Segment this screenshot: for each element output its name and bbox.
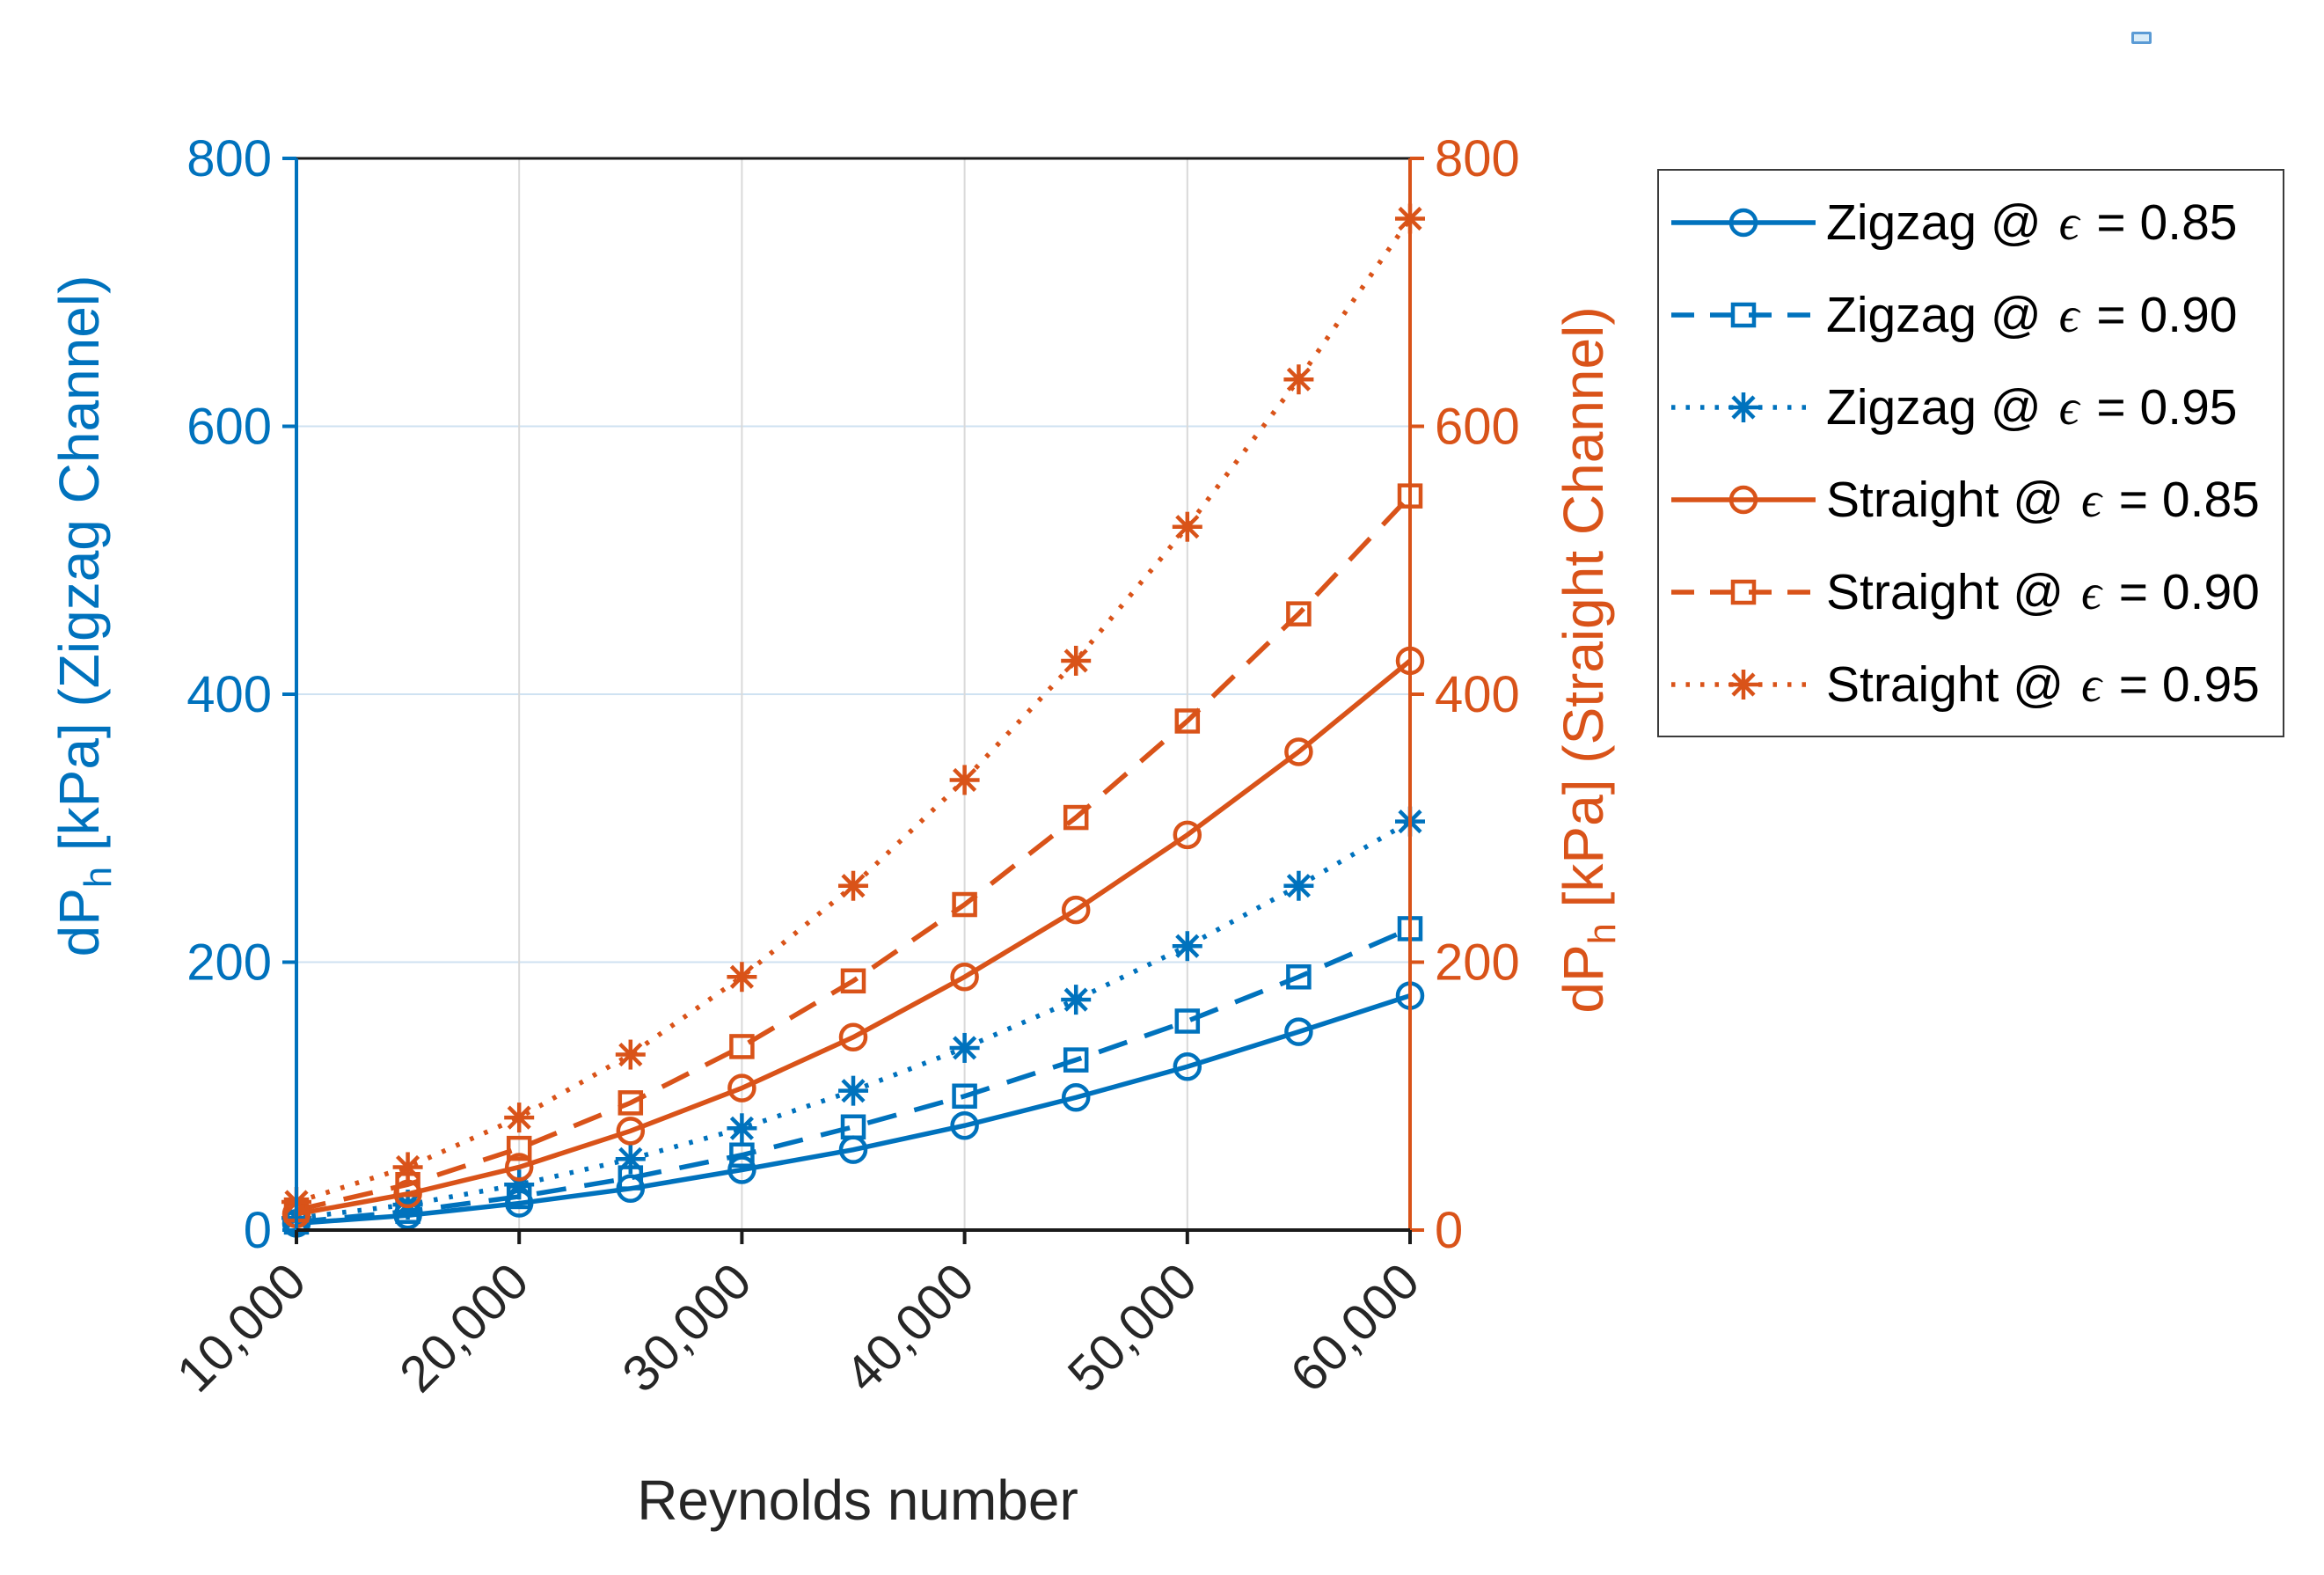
right-y-tick-label: 800 [1435, 130, 1520, 187]
asterisk-marker [729, 1116, 754, 1140]
circle-marker [616, 1117, 646, 1146]
series-line [296, 658, 1412, 1217]
left-y-tick-label: 400 [186, 666, 272, 723]
circle-marker [1728, 208, 1758, 237]
asterisk-marker [1731, 394, 1756, 420]
square-marker [729, 1034, 755, 1059]
right-y-tick-label: 400 [1435, 666, 1520, 723]
circle-marker [950, 1110, 979, 1140]
square-marker [1286, 963, 1312, 990]
circle-marker [1173, 820, 1202, 850]
square-marker [1174, 708, 1201, 734]
square-marker [952, 891, 977, 918]
asterisk-marker [1175, 934, 1200, 958]
right-y-tick-label: 200 [1435, 934, 1520, 992]
series-line [296, 494, 1412, 1212]
square-marker [1730, 302, 1757, 327]
legend-sample-line [1671, 669, 1816, 700]
series-straight-0.90 [283, 483, 1423, 1223]
asterisk-marker [1286, 367, 1311, 392]
circle-marker [1284, 737, 1313, 766]
asterisk-marker [507, 1105, 531, 1130]
circle-marker [727, 1073, 756, 1102]
legend-label: Straight @ ϵ = 0.90 [1826, 563, 2260, 620]
x-axis-label: Reynolds number [637, 1469, 1078, 1532]
x-tick-label: 20,000 [389, 1252, 539, 1403]
y-axis-label-right: dPh [kPa] (Straight Channel) [1552, 306, 1624, 1014]
asterisk-marker [1731, 671, 1756, 697]
x-tick-label: 60,000 [1280, 1252, 1430, 1403]
square-marker [1174, 1008, 1201, 1034]
x-tick-label: 50,000 [1057, 1252, 1208, 1403]
circle-marker [1728, 485, 1758, 514]
square-marker [952, 1083, 977, 1109]
square-marker [1286, 601, 1312, 626]
left-y-tick-label: 0 [244, 1202, 272, 1259]
asterisk-marker [841, 1079, 866, 1103]
legend-label: Straight @ ϵ = 0.95 [1826, 656, 2260, 713]
legend-entry-5: Straight @ ϵ = 0.95 [1659, 642, 2283, 727]
right-y-tick-label: 0 [1435, 1202, 1463, 1259]
left-y-tick-label: 200 [186, 934, 272, 992]
circle-marker [1284, 1017, 1313, 1046]
asterisk-marker [618, 1042, 643, 1067]
left-y-tick-label: 800 [186, 130, 272, 187]
asterisk-marker [1063, 648, 1088, 673]
square-marker [1063, 1047, 1089, 1073]
right-y-tick-label: 600 [1435, 399, 1520, 456]
asterisk-marker [953, 1036, 977, 1060]
left-y-tick-label: 600 [186, 399, 272, 456]
legend-sample-line [1671, 485, 1816, 514]
legend-box: Zigzag @ ϵ = 0.85 Zigzag @ ϵ = 0.90 Zigzag… [1657, 169, 2284, 737]
x-tick-label: 30,000 [611, 1252, 762, 1403]
legend-label: Zigzag @ ϵ = 0.95 [1826, 378, 2238, 436]
x-tick-label: 10,000 [166, 1252, 317, 1403]
legend-sample-line [1671, 579, 1816, 604]
square-marker [840, 1114, 866, 1140]
series-line [296, 216, 1413, 1205]
legend-entry-2: Zigzag @ ϵ = 0.95 [1659, 365, 2283, 450]
asterisk-marker [618, 1146, 643, 1171]
square-marker [1063, 804, 1089, 831]
square-marker [618, 1090, 644, 1116]
asterisk-marker [1175, 515, 1200, 539]
square-marker [840, 968, 866, 994]
square-marker [729, 1142, 755, 1168]
circle-marker [1173, 1052, 1202, 1081]
legend-entry-3: Straight @ ϵ = 0.85 [1659, 458, 2283, 542]
circle-marker [1061, 1083, 1091, 1112]
asterisk-marker [396, 1154, 420, 1180]
legend-label: Zigzag @ ϵ = 0.85 [1826, 194, 2238, 251]
corner-icon[interactable] [2131, 32, 2152, 44]
series-zigzag-0.90 [283, 916, 1423, 1235]
asterisk-marker [1063, 987, 1088, 1012]
series-straight-0.85 [281, 646, 1425, 1228]
circle-marker [504, 1153, 534, 1182]
circle-marker [838, 1022, 868, 1052]
circle-marker [950, 962, 979, 992]
asterisk-marker [729, 964, 754, 989]
asterisk-marker [841, 874, 866, 898]
legend-entry-1: Zigzag @ ϵ = 0.90 [1659, 273, 2283, 357]
legend-entry-0: Zigzag @ ϵ = 0.85 [1659, 180, 2283, 265]
x-tick-label: 40,000 [834, 1252, 984, 1403]
square-marker [506, 1135, 532, 1161]
series-straight-0.95 [281, 203, 1425, 1218]
legend-sample-line [1671, 392, 1816, 422]
legend-label: Straight @ ϵ = 0.85 [1826, 471, 2260, 528]
square-marker [1730, 579, 1757, 604]
asterisk-marker [953, 767, 977, 793]
legend-sample-line [1671, 208, 1816, 237]
legend-sample-line [1671, 302, 1816, 327]
circle-marker [1061, 895, 1091, 925]
asterisk-marker [1286, 874, 1311, 898]
y-axis-label-left: dPh [kPa] (Zigzag Channel) [48, 275, 120, 957]
legend-label: Zigzag @ ϵ = 0.90 [1826, 286, 2238, 343]
series-line [296, 993, 1411, 1227]
series-zigzag-0.85 [281, 981, 1425, 1238]
legend-entry-4: Straight @ ϵ = 0.90 [1659, 550, 2283, 634]
